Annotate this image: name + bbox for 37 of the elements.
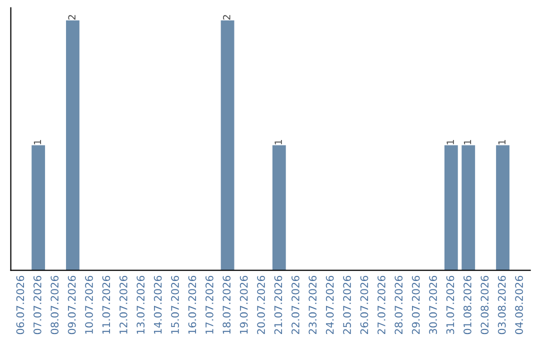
data-label: 2 bbox=[223, 15, 230, 20]
x-tick-label: 20.07.2026 bbox=[257, 276, 265, 334]
x-tick-label: 01.08.2026 bbox=[464, 276, 472, 334]
x-tick-label: 10.07.2026 bbox=[85, 276, 93, 334]
x-tick-label: 22.07.2026 bbox=[291, 276, 300, 334]
x-tick-label: 27.07.2026 bbox=[377, 276, 386, 334]
x-tick-label: 26.07.2026 bbox=[360, 276, 368, 334]
data-label: 2 bbox=[68, 15, 76, 20]
x-tick-label: 04.08.2026 bbox=[515, 276, 523, 334]
data-label: 1 bbox=[446, 140, 454, 144]
data-label: 1 bbox=[34, 140, 42, 144]
x-tick-label: 23.07.2026 bbox=[308, 276, 317, 334]
x-tick-label: 06.07.2026 bbox=[16, 276, 24, 334]
data-label: 1 bbox=[464, 140, 472, 144]
data-label: 1 bbox=[498, 140, 506, 144]
x-tick-label: 03.08.2026 bbox=[498, 276, 506, 334]
x-tick-label: 11.07.2026 bbox=[102, 276, 110, 334]
x-tick-label: 08.07.2026 bbox=[50, 276, 59, 334]
x-tick-label: 30.07.2026 bbox=[429, 276, 437, 334]
x-tick-label: 21.07.2026 bbox=[274, 276, 282, 334]
x-tick-label: 31.07.2026 bbox=[446, 276, 454, 334]
data-label: 1 bbox=[274, 140, 282, 144]
x-tick-label: 14.07.2026 bbox=[154, 276, 162, 334]
x-tick-label: 18.07.2026 bbox=[222, 276, 231, 334]
x-tick-label: 16.07.2026 bbox=[188, 276, 196, 334]
x-tick-label: 24.07.2026 bbox=[326, 276, 334, 334]
x-tick-label: 29.07.2026 bbox=[412, 276, 420, 334]
x-tick-label: 09.07.2026 bbox=[68, 276, 76, 334]
x-tick-label: 25.07.2026 bbox=[343, 276, 351, 334]
x-tick-label: 12.07.2026 bbox=[119, 276, 128, 334]
x-tick-label: 15.07.2026 bbox=[171, 276, 179, 334]
x-tick-label: 19.07.2026 bbox=[240, 276, 248, 334]
x-tick-label: 17.07.2026 bbox=[205, 276, 214, 334]
x-tick-label: 13.07.2026 bbox=[136, 276, 145, 334]
x-tick-label: 02.08.2026 bbox=[480, 276, 489, 334]
x-tick-label: 28.07.2026 bbox=[394, 276, 403, 334]
x-tick-label: 07.07.2026 bbox=[33, 276, 42, 334]
